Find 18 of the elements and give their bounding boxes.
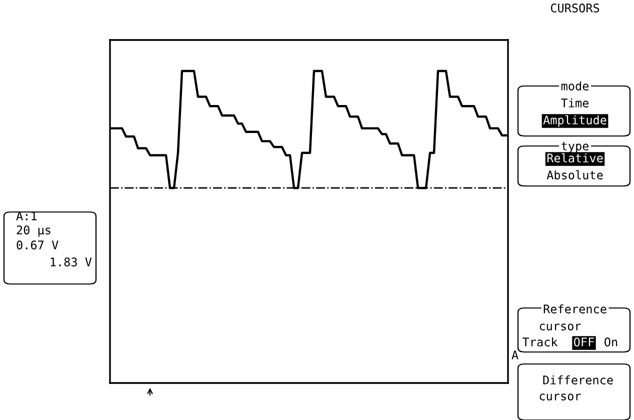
text: 0.67 V xyxy=(16,240,58,250)
text: A xyxy=(512,350,518,360)
text: Reference xyxy=(544,304,606,314)
text: Difference xyxy=(543,375,613,384)
text: Relative xyxy=(547,153,603,162)
text: type xyxy=(562,142,589,153)
text: Time xyxy=(561,98,589,108)
text: CURSORS xyxy=(550,4,600,12)
text: OFF xyxy=(574,338,594,346)
text: 1.83 V xyxy=(50,258,92,266)
text: cursor xyxy=(540,324,581,330)
text: On xyxy=(604,338,618,346)
text: 20 μs xyxy=(16,226,50,237)
text: Absolute xyxy=(546,170,603,180)
text: mode xyxy=(561,81,589,90)
text: Track xyxy=(522,337,558,346)
text: cursor xyxy=(540,394,581,400)
text: Amplitude xyxy=(543,115,606,127)
